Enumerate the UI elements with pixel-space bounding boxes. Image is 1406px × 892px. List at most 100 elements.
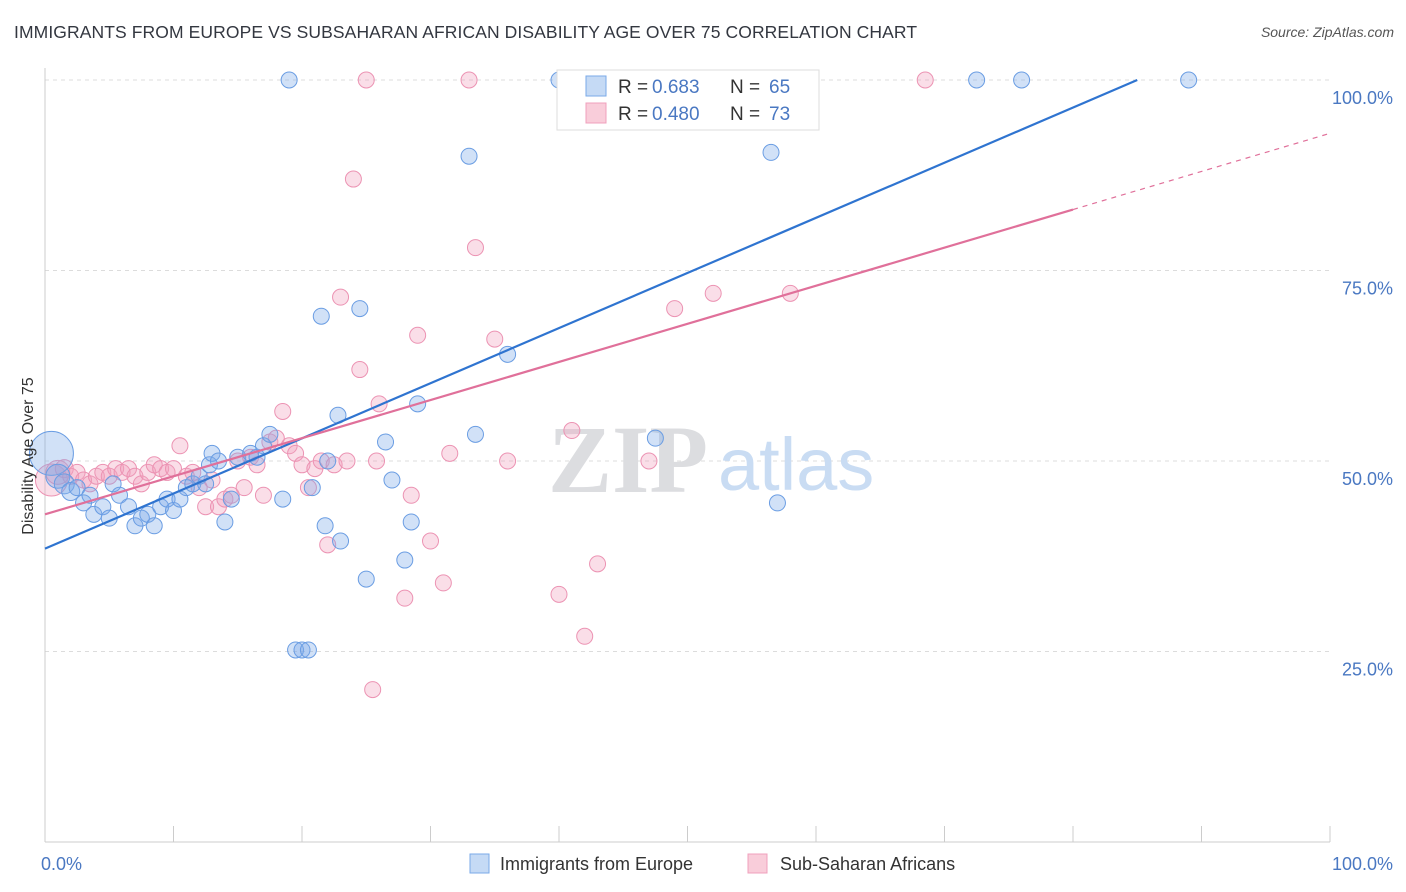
sub-saharan-point-36	[274, 402, 292, 420]
europe-point-35	[274, 490, 292, 508]
europe-point-50	[396, 551, 414, 569]
europe-point-43	[319, 452, 337, 470]
legend-swatch-blue	[585, 75, 607, 97]
europe-point-46	[351, 300, 369, 318]
legend-n-value-2: 73	[769, 104, 790, 125]
europe-point-42	[316, 517, 334, 535]
sub-saharan-point-65	[576, 627, 594, 645]
series-europe-points	[28, 71, 1198, 659]
europe-point-65	[1180, 71, 1198, 89]
sub-saharan-point-43	[319, 536, 337, 554]
sub-saharan-point-24	[197, 498, 215, 516]
bottom-legend-europe: Immigrants from Europe	[500, 854, 693, 874]
sub-saharan-point-64	[563, 422, 581, 440]
europe-point-49	[383, 471, 401, 489]
europe-point-40	[303, 479, 321, 497]
sub-saharan-point-46	[338, 452, 356, 470]
sub-saharan-point-47	[344, 170, 362, 188]
sub-saharan-point-55	[409, 326, 427, 344]
legend-n-value-1: 65	[769, 77, 790, 98]
europe-point-4	[68, 479, 86, 497]
legend-swatch-pink	[585, 102, 607, 124]
axes	[44, 68, 1331, 843]
y-tick-label-0: 25.0%	[1342, 660, 1393, 680]
europe-point-54	[466, 425, 484, 443]
sub-saharan-point-72	[916, 71, 934, 89]
sub-saharan-point-58	[441, 444, 459, 462]
sub-saharan-point-62	[499, 452, 517, 470]
europe-point-63	[968, 71, 986, 89]
sub-saharan-point-45	[332, 288, 350, 306]
legend-r-value-2: 0.480	[652, 104, 700, 125]
europe-point-16	[145, 517, 163, 535]
y-tick-label-2: 75.0%	[1342, 279, 1393, 299]
sub-saharan-point-66	[589, 555, 607, 573]
europe-point-0	[28, 430, 74, 476]
europe-point-48	[377, 433, 395, 451]
watermark: ZIP atlas	[548, 406, 874, 513]
europe-point-41	[312, 307, 330, 325]
europe-point-53	[460, 147, 478, 165]
sub-saharan-point-42	[312, 452, 330, 470]
legend-r-value-1: 0.683	[652, 77, 700, 98]
sub-saharan-point-56	[422, 532, 439, 550]
europe-point-37	[287, 641, 305, 659]
europe-point-45	[332, 532, 350, 550]
x-tick-label-1: 100.0%	[1332, 854, 1393, 874]
sub-saharan-trend-line	[44, 208, 1074, 516]
sub-saharan-point-59	[460, 71, 478, 89]
europe-point-59	[646, 429, 664, 447]
europe-point-47	[357, 570, 375, 588]
europe-point-39	[299, 641, 317, 659]
trend-lines	[44, 78, 1331, 550]
sub-saharan-point-33	[254, 486, 272, 504]
europe-point-38	[293, 641, 311, 659]
y-tick-label-1: 50.0%	[1342, 469, 1393, 489]
sub-saharan-point-61	[486, 330, 504, 348]
sub-saharan-point-39	[293, 456, 311, 474]
legend-n-label-2: N =	[730, 104, 760, 125]
sub-saharan-point-40	[299, 479, 317, 497]
europe-point-36	[280, 71, 298, 89]
sub-saharan-point-63	[550, 585, 568, 603]
legend-r-label-2: R =	[618, 104, 648, 125]
sub-saharan-point-60	[466, 239, 484, 257]
bottom-legend: Immigrants from Europe Sub-Saharan Afric…	[469, 853, 955, 874]
europe-point-62	[768, 494, 786, 512]
sub-saharan-point-53	[396, 589, 414, 607]
bottom-legend-africa: Sub-Saharan Africans	[780, 854, 955, 874]
europe-point-29	[222, 490, 240, 508]
sub-saharan-point-69	[704, 284, 722, 302]
sub-saharan-point-20	[171, 437, 189, 455]
y-tick-label-3: 100.0%	[1332, 88, 1393, 108]
sub-saharan-point-68	[666, 300, 684, 318]
sub-saharan-point-54	[402, 486, 420, 504]
legend-box: R = 0.683 N = 65 R = 0.480 N = 73	[556, 69, 820, 131]
sub-saharan-point-57	[434, 574, 452, 592]
watermark-atlas: atlas	[718, 423, 874, 506]
legend-n-label-1: N =	[730, 77, 760, 98]
sub-saharan-point-48	[351, 361, 369, 379]
source-label: Source: ZipAtlas.com	[1260, 24, 1394, 40]
europe-point-34	[261, 425, 279, 443]
bottom-legend-swatch-africa	[747, 853, 768, 874]
sub-saharan-point-67	[640, 452, 658, 470]
europe-point-28	[216, 513, 234, 531]
europe-point-61	[762, 143, 780, 161]
tick-labels: 25.0% 50.0% 75.0% 100.0% 0.0% 100.0%	[41, 88, 1393, 874]
grid-lines	[45, 79, 1330, 652]
europe-point-64	[1013, 71, 1031, 89]
sub-saharan-point-51	[368, 452, 386, 470]
sub-saharan-point-49	[357, 71, 375, 89]
x-tick-label-0: 0.0%	[41, 854, 82, 874]
y-axis-label: Disability Age Over 75	[20, 377, 37, 535]
sub-saharan-point-28	[222, 486, 240, 504]
europe-point-51	[402, 513, 420, 531]
bottom-legend-swatch-europe	[469, 853, 490, 874]
sub-saharan-trend-extension	[1072, 132, 1331, 211]
sub-saharan-point-30	[235, 479, 253, 497]
legend-r-label-1: R =	[618, 77, 648, 98]
chart-title: IMMIGRANTS FROM EUROPE VS SUBSAHARAN AFR…	[14, 22, 918, 42]
sub-saharan-point-1	[45, 459, 71, 485]
